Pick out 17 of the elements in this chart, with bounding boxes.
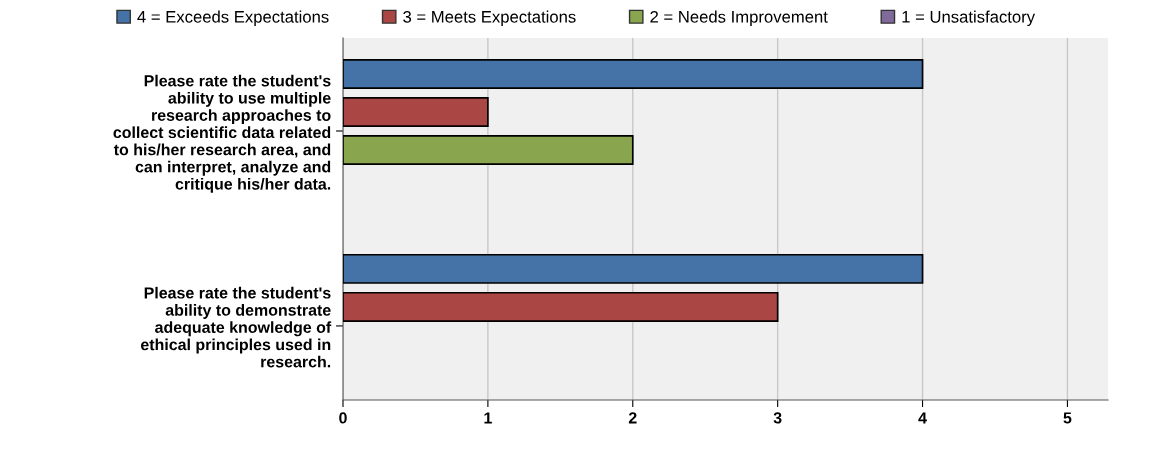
x-tick-label: 5	[1063, 412, 1072, 424]
legend-label: 4 = Exceeds Expectations	[137, 10, 329, 27]
y-tick-label: Please rate the student's ability to use multiple research approaches to collect scientific data related to his/her research area, and can interpret, analyze and critique his/her data.	[113, 74, 331, 193]
bar	[343, 135, 634, 165]
bar	[343, 58, 924, 89]
bar	[343, 291, 779, 322]
x-tick-label: 1	[484, 412, 492, 424]
legend-label: 3 = Meets Expectations	[403, 10, 576, 27]
x-tick-label: 4	[918, 412, 927, 424]
y-tick-label: Please rate the student's ability to demonstrate adequate knowledge of ethical principles used in research.	[141, 286, 332, 368]
x-tick-label: 0	[339, 412, 347, 424]
legend-label: 1 = Unsatisfactory	[902, 10, 1036, 27]
legend-label: 2 = Needs Improvement	[650, 10, 828, 27]
x-tick-label: 3	[773, 412, 782, 424]
bar	[343, 97, 489, 127]
x-tick-label: 2	[628, 412, 637, 424]
bar	[343, 253, 924, 284]
